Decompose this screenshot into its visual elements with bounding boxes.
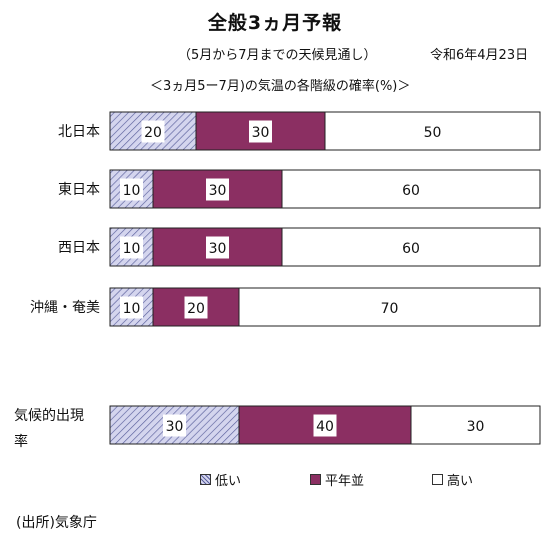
bar-segment-high xyxy=(410,405,541,445)
data-label-box xyxy=(184,296,208,319)
data-label-box xyxy=(313,414,337,437)
source-note: (出所)気象庁 xyxy=(16,515,97,531)
data-label-box xyxy=(120,236,143,259)
legend-item-low: 低い xyxy=(200,470,241,489)
data-label-high: 60 xyxy=(402,183,420,199)
legend-swatch-normal xyxy=(310,474,321,485)
legend: 低い 平年並 高い xyxy=(200,470,520,489)
chart-subtitle: （5月から7月までの天候見通し） xyxy=(178,48,377,63)
data-label-normal: 40 xyxy=(316,419,334,435)
data-label-normal: 20 xyxy=(187,301,205,317)
data-label-box xyxy=(206,178,229,201)
data-label-box xyxy=(120,178,143,201)
legend-label-normal: 平年並 xyxy=(325,474,365,489)
legend-item-high: 高い xyxy=(432,470,473,489)
issue-date: 令和6年4月23日 xyxy=(430,48,529,63)
data-label-low: 10 xyxy=(123,183,141,199)
category-label: 気候的出現率 xyxy=(14,408,84,450)
data-label-normal: 30 xyxy=(252,125,270,141)
data-label-high: 70 xyxy=(381,301,399,317)
data-label-box xyxy=(120,296,143,319)
data-label-box xyxy=(249,120,272,143)
bar-segment-high xyxy=(281,227,541,267)
data-label-high: 60 xyxy=(402,241,420,257)
category-label: 沖縄・奄美 xyxy=(30,300,100,316)
bar-segment-high xyxy=(238,287,541,327)
data-label-low: 10 xyxy=(123,301,141,317)
bar-segment-high xyxy=(324,111,541,151)
data-label-high: 30 xyxy=(467,419,485,435)
chart-caption: ＜3ヵ月5ー7月)の気温の各階級の確率(%)＞ xyxy=(150,79,411,94)
data-label-box xyxy=(141,120,165,143)
legend-swatch-high xyxy=(432,474,443,485)
legend-label-low: 低い xyxy=(215,474,242,489)
data-label-low: 20 xyxy=(144,125,162,141)
bars-layer: 北日本 20 30 50 東日本 10 30 60 西日本 10 30 60 沖縄・奄美 10 20 70 気候… xyxy=(14,111,541,450)
legend-swatch-low xyxy=(200,474,211,485)
data-label-normal: 30 xyxy=(209,241,227,257)
legend-item-normal: 平年並 xyxy=(310,470,364,489)
data-label-box xyxy=(163,414,186,437)
chart-title: 全般3ヵ月予報 xyxy=(207,12,343,34)
data-label-low: 30 xyxy=(166,419,184,435)
category-label: 東日本 xyxy=(58,182,100,198)
category-label: 北日本 xyxy=(58,124,100,140)
bar-segment-high xyxy=(281,169,541,209)
data-label-high: 50 xyxy=(424,125,442,141)
stacked-bar-chart: 北日本 20 30 50 東日本 10 30 60 西日本 10 30 60 沖縄・奄美 10 20 70 気候… xyxy=(14,111,541,450)
data-label-normal: 30 xyxy=(209,183,227,199)
category-label: 西日本 xyxy=(58,240,100,256)
data-label-low: 10 xyxy=(123,241,141,257)
legend-label-high: 高い xyxy=(447,474,474,489)
data-label-box xyxy=(206,236,229,259)
